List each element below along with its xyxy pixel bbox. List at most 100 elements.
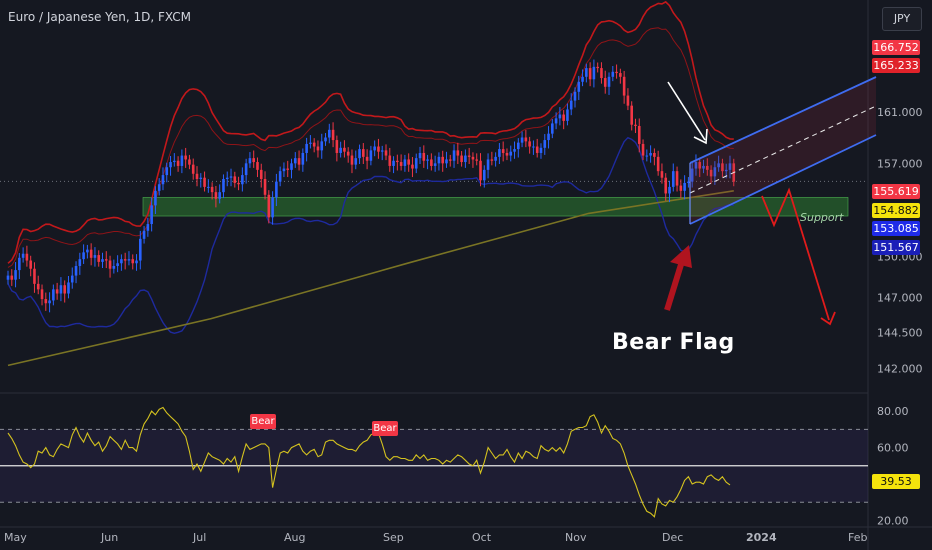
upper-band-inner [7,27,734,268]
candle-body [207,186,210,188]
candle-body [210,186,214,193]
candle-body [562,114,565,121]
candle-body [532,146,535,148]
candle-body [309,142,312,144]
candle-body [683,182,686,191]
candle-body [418,152,422,159]
candle-body [498,149,501,157]
sma-tag: 154.882 [872,203,920,218]
candle-body [301,152,305,165]
candle-body [93,255,97,258]
lower-band-outer-tag: 151.567 [872,240,920,255]
last-price-tag: 155.619 [872,184,920,199]
candle-body [89,249,93,258]
price-tick-label: 147.000 [877,292,923,305]
candle-body [131,259,135,264]
candle-body [229,176,233,178]
candle-body [596,66,599,69]
up-arrow-shaft [664,257,686,311]
candle-body [373,146,376,151]
candle-body [354,158,358,165]
candle-body [335,140,339,153]
candle-body [169,162,172,168]
candle-body [671,171,675,187]
candle-body [101,259,104,262]
candle-body [139,238,142,261]
candle-body [690,168,694,182]
candle-body [513,149,516,152]
candle-body [426,159,429,161]
rsi-line [7,406,731,518]
price-tick-label: 161.000 [877,106,923,119]
candle-body [660,171,664,178]
candle-body [120,259,123,264]
time-tick-label: Sep [383,531,404,544]
candle-body [282,168,286,172]
candle-body [10,275,14,280]
rsi-tick-label: 60.00 [877,442,909,455]
candle-body [184,155,187,160]
candle-body [403,159,407,166]
rsi-value-tag: 39.53 [872,474,920,489]
candle-body [263,179,267,195]
candle-body [70,275,74,283]
candle-body [694,162,698,169]
candle-body [581,76,584,82]
candle-body [535,146,539,153]
time-tick-label: Oct [472,531,492,544]
support-label: Support [800,211,844,224]
candle-body [728,163,732,170]
candle-body [233,176,237,183]
candle-body [67,282,70,294]
upper-band-outer-tag: 166.752 [872,40,920,55]
candle-body [653,152,656,157]
candle-body [721,163,724,172]
candle-body [656,156,660,172]
down-arrow-head [693,128,708,145]
candle-body [448,159,452,161]
candle-body [199,177,203,180]
candle-body [482,169,486,181]
candle-body [592,66,596,80]
candle-body [293,158,297,164]
candle-body [414,158,418,169]
candle-body [316,146,320,151]
candle-body [350,155,354,165]
candle-body [634,124,637,126]
currency-button[interactable]: JPY [882,7,922,31]
candle-body [248,158,252,164]
candle-body [320,141,324,151]
candle-body [479,160,482,181]
candle-body [78,259,82,266]
candle-body [29,260,32,269]
price-tick-label: 144.500 [877,327,923,340]
candle-body [607,76,611,87]
candle-body [615,71,618,74]
candle-body [165,167,169,176]
channel-fill [690,77,876,224]
candle-body [33,268,36,284]
candle-body [305,143,308,153]
candle-body [18,257,21,271]
rsi-tick-label: 20.00 [877,514,909,527]
candle-body [369,150,373,161]
candle-body [86,249,89,253]
candle-body [713,167,717,177]
candle-body [267,194,271,218]
candle-body [358,149,361,159]
candle-body [25,253,29,261]
candle-body [437,156,441,164]
rsi-tick-label: 80.00 [877,405,909,418]
channel-mid-line [689,105,877,194]
candle-body [687,181,690,183]
candle-body [675,171,679,186]
upper-band-inner-tag: 165.233 [872,58,920,73]
candle-body [554,118,558,124]
candle-body [637,125,641,144]
candle-body [127,259,131,261]
candle-body [312,142,316,147]
candle-body [566,109,569,121]
candle-body [14,270,17,280]
